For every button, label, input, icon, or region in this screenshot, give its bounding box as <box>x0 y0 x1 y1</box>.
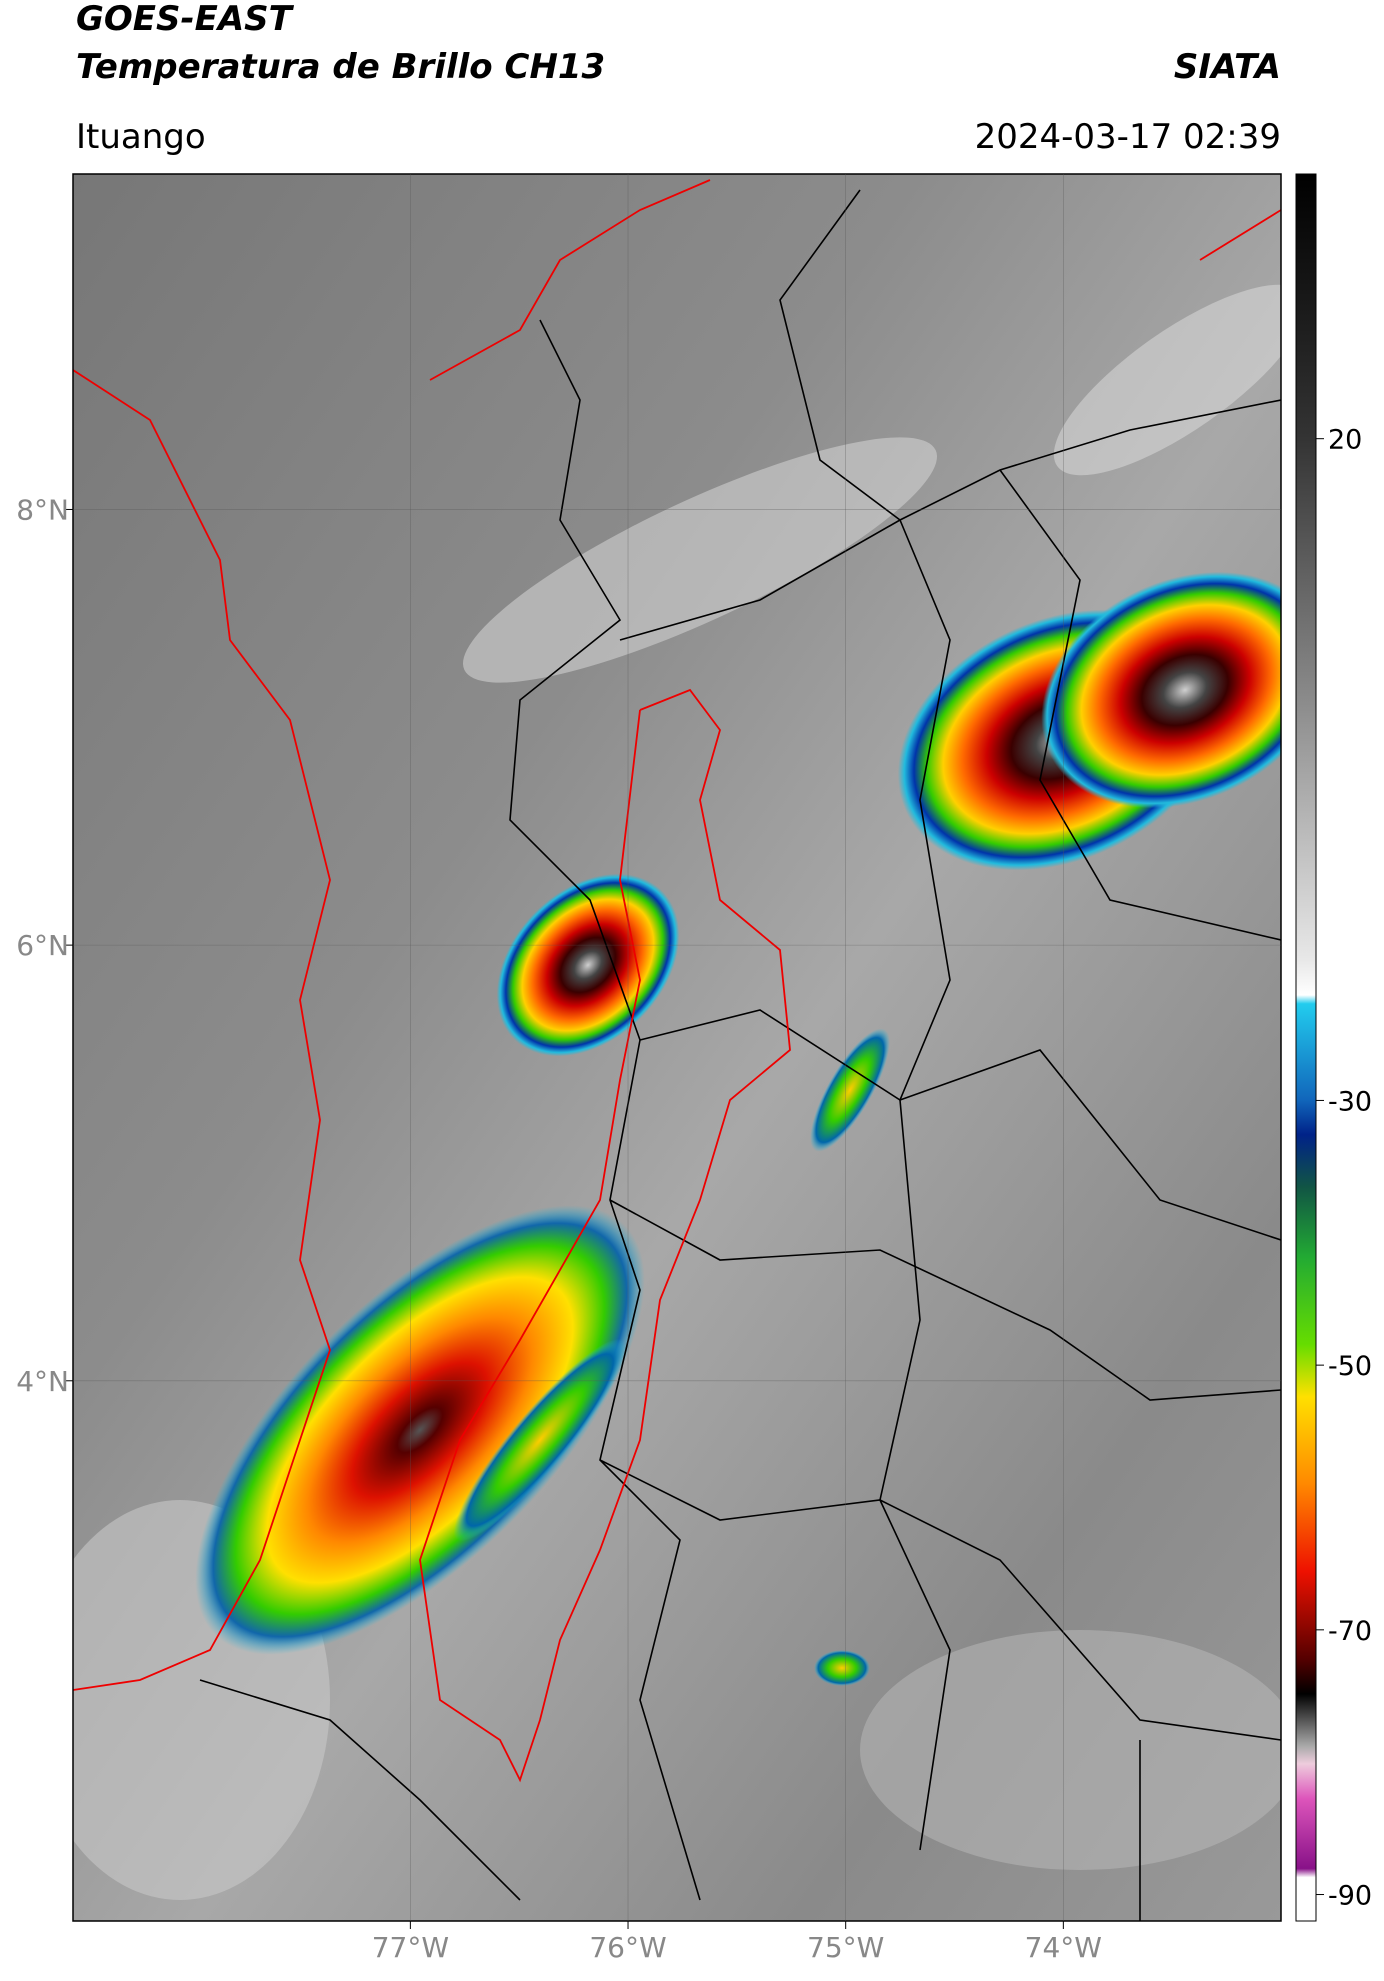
datetime: 2024-03-17 02:39 <box>975 117 1281 157</box>
y-tick-label: 6°N <box>16 929 69 962</box>
title: GOES-EAST <box>76 0 295 39</box>
x-tick-label: 77°W <box>372 1931 449 1964</box>
colorbar <box>1295 173 1317 1922</box>
y-tick-label: 8°N <box>16 493 69 526</box>
subtitle: Temperatura de Brillo CH13 <box>76 47 605 87</box>
x-tick-label: 75°W <box>807 1931 884 1964</box>
colorbar-label: -30 <box>1328 1086 1372 1117</box>
colorbar-label: -50 <box>1328 1351 1372 1382</box>
y-tick-label: 4°N <box>16 1365 69 1398</box>
colorbar-label: -90 <box>1328 1881 1372 1912</box>
satellite-image <box>73 174 1281 1921</box>
x-tick-label: 76°W <box>589 1931 666 1964</box>
x-tick-label: 74°W <box>1025 1931 1102 1964</box>
map-frame <box>72 173 1282 1922</box>
colorbar-label: -70 <box>1328 1616 1372 1647</box>
location: Ituango <box>76 117 206 157</box>
colorbar-label: 20 <box>1328 425 1362 456</box>
brand: SIATA <box>1174 47 1281 87</box>
